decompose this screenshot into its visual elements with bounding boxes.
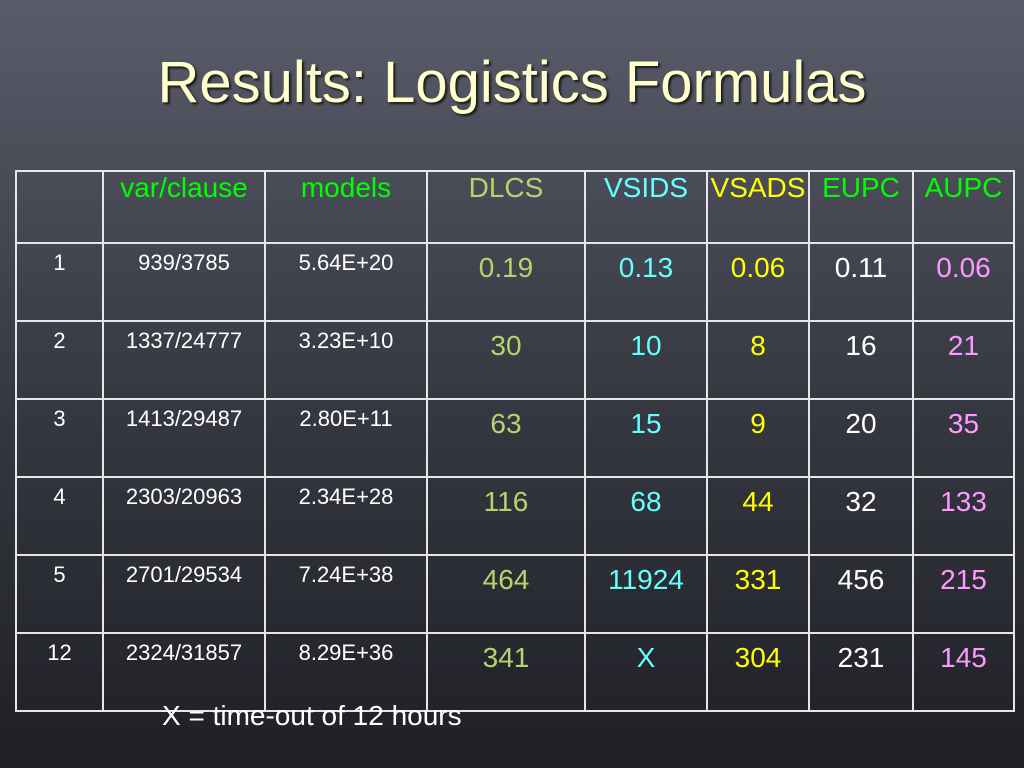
- eupc-cell: 456: [808, 554, 914, 634]
- vsids-cell: 68: [584, 476, 708, 556]
- vsads-cell: 331: [706, 554, 810, 634]
- slide-title: Results: Logistics Formulas: [157, 50, 867, 115]
- header-cell-blank: [15, 170, 104, 244]
- aupc-cell: 133: [912, 476, 1015, 556]
- aupc-cell: 21: [912, 320, 1015, 400]
- row-id-cell: 4: [15, 476, 104, 556]
- models-cell: 3.23E+10: [264, 320, 428, 400]
- row-id-cell: 12: [15, 632, 104, 712]
- header-dlcs: DLCS: [426, 170, 586, 244]
- dlcs-cell: 341: [426, 632, 586, 712]
- models-cell: 8.29E+36: [264, 632, 428, 712]
- header-eupc: EUPC: [808, 170, 914, 244]
- table-row: 3 1413/29487 2.80E+11 63 15 9 20 35: [15, 398, 1015, 478]
- models-cell: 2.34E+28: [264, 476, 428, 556]
- header-var-clause: var/clause: [102, 170, 266, 244]
- header-vsids: VSIDS: [584, 170, 708, 244]
- aupc-cell: 145: [912, 632, 1015, 712]
- aupc-cell: 0.06: [912, 242, 1015, 322]
- vsads-cell: 9: [706, 398, 810, 478]
- row-id-cell: 2: [15, 320, 104, 400]
- aupc-cell: 215: [912, 554, 1015, 634]
- vsids-cell: 11924: [584, 554, 708, 634]
- var-clause-cell: 939/3785: [102, 242, 266, 322]
- dlcs-cell: 30: [426, 320, 586, 400]
- results-table-wrapper: var/clause models DLCS VSIDS VSADS EUPC …: [15, 170, 1015, 712]
- header-row: var/clause models DLCS VSIDS VSADS EUPC …: [15, 170, 1015, 244]
- vsids-cell: 10: [584, 320, 708, 400]
- aupc-cell: 35: [912, 398, 1015, 478]
- dlcs-cell: 116: [426, 476, 586, 556]
- table-row: 1 939/3785 5.64E+20 0.19 0.13 0.06 0.11 …: [15, 242, 1015, 322]
- table-row: 12 2324/31857 8.29E+36 341 X 304 231 145: [15, 632, 1015, 712]
- eupc-cell: 231: [808, 632, 914, 712]
- var-clause-cell: 2701/29534: [102, 554, 266, 634]
- var-clause-cell: 1413/29487: [102, 398, 266, 478]
- header-models: models: [264, 170, 428, 244]
- table-row: 2 1337/24777 3.23E+10 30 10 8 16 21: [15, 320, 1015, 400]
- timeout-footnote: X = time-out of 12 hours: [162, 700, 462, 731]
- vsids-cell: 0.13: [584, 242, 708, 322]
- vsads-cell: 0.06: [706, 242, 810, 322]
- vsids-cell: 15: [584, 398, 708, 478]
- var-clause-cell: 2303/20963: [102, 476, 266, 556]
- vsids-cell: X: [584, 632, 708, 712]
- header-aupc: AUPC: [912, 170, 1015, 244]
- models-cell: 5.64E+20: [264, 242, 428, 322]
- row-id-cell: 5: [15, 554, 104, 634]
- vsads-cell: 304: [706, 632, 810, 712]
- models-cell: 2.80E+11: [264, 398, 428, 478]
- models-cell: 7.24E+38: [264, 554, 428, 634]
- table-row: 5 2701/29534 7.24E+38 464 11924 331 456 …: [15, 554, 1015, 634]
- eupc-cell: 0.11: [808, 242, 914, 322]
- dlcs-cell: 63: [426, 398, 586, 478]
- header-vsads: VSADS: [706, 170, 810, 244]
- dlcs-cell: 464: [426, 554, 586, 634]
- dlcs-cell: 0.19: [426, 242, 586, 322]
- eupc-cell: 20: [808, 398, 914, 478]
- eupc-cell: 32: [808, 476, 914, 556]
- var-clause-cell: 2324/31857: [102, 632, 266, 712]
- eupc-cell: 16: [808, 320, 914, 400]
- row-id-cell: 3: [15, 398, 104, 478]
- table-row: 4 2303/20963 2.34E+28 116 68 44 32 133: [15, 476, 1015, 556]
- vsads-cell: 44: [706, 476, 810, 556]
- results-table: var/clause models DLCS VSIDS VSADS EUPC …: [15, 170, 1015, 712]
- var-clause-cell: 1337/24777: [102, 320, 266, 400]
- row-id-cell: 1: [15, 242, 104, 322]
- vsads-cell: 8: [706, 320, 810, 400]
